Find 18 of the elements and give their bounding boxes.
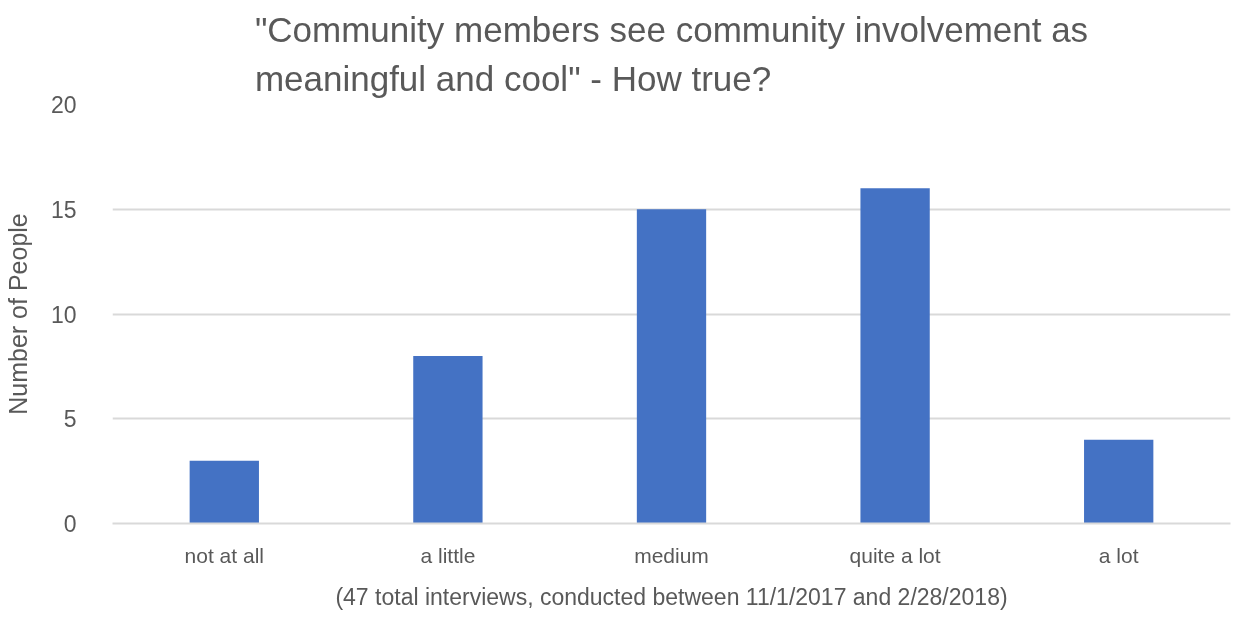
bar — [1084, 439, 1154, 524]
y-tick-label: 15 — [50, 196, 77, 223]
y-axis-title: Number of People — [3, 213, 32, 415]
y-tick-label: 20 — [50, 92, 77, 118]
x-tick-label: a lot — [1098, 543, 1139, 567]
bar — [189, 460, 259, 524]
bar — [860, 188, 930, 524]
x-tick-label: a little — [420, 543, 476, 567]
y-tick-label: 5 — [63, 406, 77, 433]
bar — [413, 355, 483, 524]
y-tick-label: 0 — [63, 511, 77, 537]
x-tick-label: medium — [634, 543, 709, 567]
x-axis-title: (47 total interviews, conducted between 11/1/2017 and 2/28/2018) — [335, 583, 1008, 610]
y-tick-label: 10 — [50, 301, 77, 328]
chart-title: "Community members see community involvement as meaningful and cool" - How true? — [254, 9, 1089, 98]
x-tick-label: quite a lot — [849, 543, 941, 567]
x-tick-label: not at all — [184, 543, 264, 567]
bar — [636, 209, 707, 524]
